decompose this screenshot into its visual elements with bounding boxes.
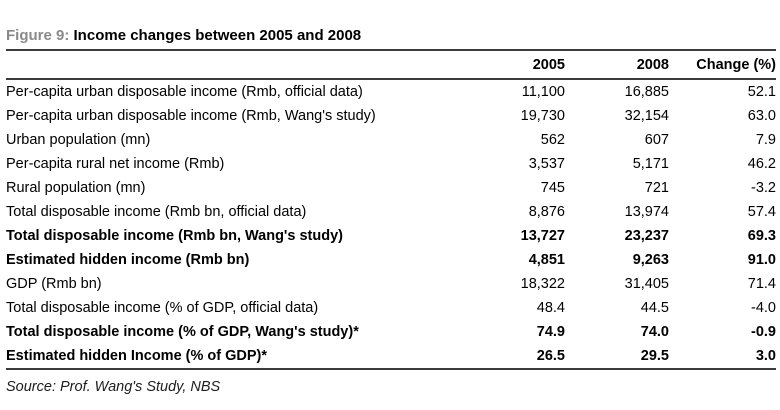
- row-label: GDP (Rmb bn): [6, 276, 102, 292]
- cell-2005: 48.4: [536, 300, 565, 316]
- cell-2005: 19,730: [520, 108, 565, 124]
- row-label: Per-capita urban disposable income (Rmb,…: [6, 84, 363, 100]
- cell-2008: 31,405: [624, 276, 669, 292]
- table-row-emphasized: Total disposable income (Rmb bn, Wang's …: [6, 224, 776, 248]
- table-row: Urban population (mn) 562 607 7.9: [6, 128, 776, 152]
- source-note: Source: Prof. Wang's Study, NBS: [6, 379, 221, 395]
- cell-2008: 44.5: [640, 300, 669, 316]
- row-label: Total disposable income (% of GDP, Wang'…: [6, 324, 359, 340]
- cell-change: 69.3: [747, 228, 776, 244]
- row-label: Estimated hidden income (Rmb bn): [6, 252, 250, 268]
- table-row: Per-capita urban disposable income (Rmb,…: [6, 104, 776, 128]
- cell-2008: 29.5: [640, 348, 669, 364]
- cell-2005: 745: [540, 180, 565, 196]
- table-row-emphasized: Estimated hidden Income (% of GDP)* 26.5…: [6, 344, 776, 369]
- column-header-2008: 2008: [565, 51, 669, 80]
- column-header-change: Change (%): [669, 51, 776, 80]
- cell-2008: 32,154: [624, 108, 669, 124]
- row-label: Urban population (mn): [6, 132, 151, 148]
- table-row: Per-capita rural net income (Rmb) 3,537 …: [6, 152, 776, 176]
- cell-2005: 13,727: [520, 228, 565, 244]
- row-label: Per-capita urban disposable income (Rmb,…: [6, 108, 376, 124]
- table-row: GDP (Rmb bn) 18,322 31,405 71.4: [6, 272, 776, 296]
- cell-change: 91.0: [747, 252, 776, 268]
- table-row-emphasized: Estimated hidden income (Rmb bn) 4,851 9…: [6, 248, 776, 272]
- row-label: Total disposable income (Rmb bn, Wang's …: [6, 228, 343, 244]
- row-label: Per-capita rural net income (Rmb): [6, 156, 225, 172]
- table-body: Per-capita urban disposable income (Rmb,…: [6, 79, 776, 369]
- cell-2005: 74.9: [536, 324, 565, 340]
- cell-change: 57.4: [747, 204, 776, 220]
- cell-change: 7.9: [755, 132, 776, 148]
- table-row: Per-capita urban disposable income (Rmb,…: [6, 79, 776, 104]
- cell-2005: 18,322: [520, 276, 565, 292]
- cell-2008: 23,237: [624, 228, 669, 244]
- cell-2005: 26.5: [536, 348, 565, 364]
- cell-2008: 74.0: [640, 324, 669, 340]
- column-header-2005: 2005: [461, 51, 565, 80]
- cell-change: -4.0: [751, 300, 776, 316]
- row-label: Rural population (mn): [6, 180, 146, 196]
- table-row: Rural population (mn) 745 721 -3.2: [6, 176, 776, 200]
- figure-heading: Figure 9: Income changes between 2005 an…: [6, 27, 776, 51]
- income-changes-table: 2005 2008 Change (%) Per-capita urban di…: [6, 51, 776, 370]
- cell-2008: 16,885: [624, 84, 669, 100]
- cell-2005: 562: [540, 132, 565, 148]
- table-row: Total disposable income (Rmb bn, officia…: [6, 200, 776, 224]
- figure-title: Income changes between 2005 and 2008: [73, 27, 362, 44]
- cell-change: 52.1: [747, 84, 776, 100]
- cell-change: 71.4: [747, 276, 776, 292]
- table-row-emphasized: Total disposable income (% of GDP, Wang'…: [6, 320, 776, 344]
- cell-2005: 3,537: [528, 156, 565, 172]
- cell-2005: 4,851: [528, 252, 565, 268]
- cell-2008: 607: [644, 132, 669, 148]
- cell-2008: 13,974: [624, 204, 669, 220]
- cell-change: -3.2: [751, 180, 776, 196]
- table-header: 2005 2008 Change (%): [6, 51, 776, 80]
- cell-2008: 5,171: [632, 156, 669, 172]
- cell-change: -0.9: [751, 324, 776, 340]
- cell-change: 63.0: [747, 108, 776, 124]
- cell-change: 46.2: [747, 156, 776, 172]
- table-row: Total disposable income (% of GDP, offic…: [6, 296, 776, 320]
- table-header-row: 2005 2008 Change (%): [6, 51, 776, 80]
- row-label: Total disposable income (% of GDP, offic…: [6, 300, 319, 316]
- column-header-blank: [6, 51, 461, 80]
- cell-2005: 11,100: [521, 84, 565, 100]
- figure-number-label: Figure 9:: [6, 27, 70, 44]
- row-label: Estimated hidden Income (% of GDP)*: [6, 348, 268, 364]
- cell-2008: 721: [644, 180, 669, 196]
- cell-change: 3.0: [755, 348, 776, 364]
- row-label: Total disposable income (Rmb bn, officia…: [6, 204, 307, 220]
- cell-2005: 8,876: [528, 204, 565, 220]
- cell-2008: 9,263: [632, 252, 669, 268]
